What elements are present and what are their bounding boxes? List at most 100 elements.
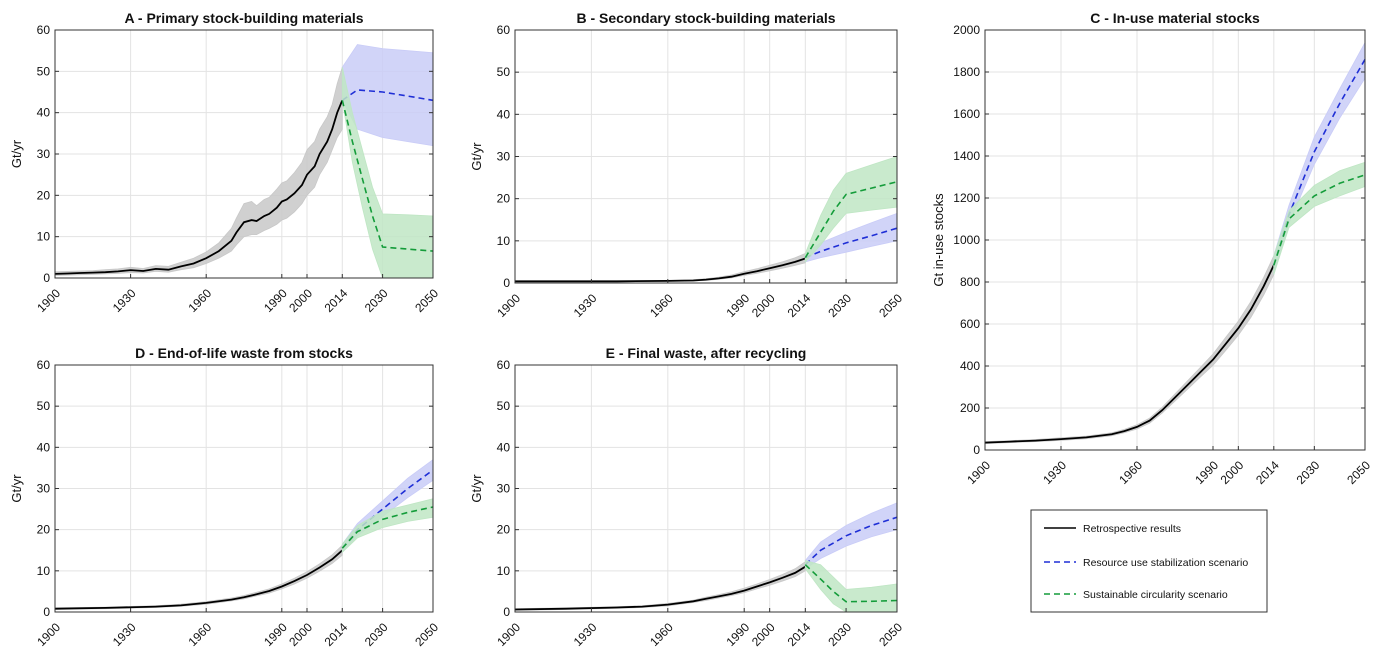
xtick-label: 2014	[785, 620, 814, 649]
xtick-label: 2050	[876, 620, 905, 649]
y-axis-label: Gt/yr	[469, 142, 484, 171]
xtick-label: 1990	[723, 620, 752, 649]
ytick-label: 600	[960, 317, 980, 331]
ytick-label: 50	[37, 64, 51, 78]
xtick-label: 1930	[571, 620, 600, 649]
panel-title: C - In-use material stocks	[1090, 10, 1260, 26]
panel-title: A - Primary stock-building materials	[124, 10, 363, 26]
ytick-label: 40	[497, 107, 511, 121]
xtick-label: 1900	[494, 291, 523, 320]
historical-line	[514, 565, 806, 611]
historical-band	[514, 561, 806, 611]
xtick-label: 2000	[286, 620, 315, 649]
historical-band	[54, 67, 343, 276]
ytick-label: 40	[37, 440, 51, 454]
y-axis-label: Gt/yr	[9, 139, 24, 168]
ytick-label: 20	[497, 192, 511, 206]
xtick-label: 2030	[1294, 458, 1323, 487]
ytick-label: 20	[497, 523, 511, 537]
xtick-label: 2000	[1218, 458, 1247, 487]
xtick-label: 1900	[34, 620, 63, 649]
xtick-label: 2000	[749, 620, 778, 649]
ytick-label: 60	[37, 23, 51, 37]
stabilization-line	[804, 227, 898, 259]
circularity-line	[341, 100, 434, 252]
xtick-label: 2050	[412, 620, 441, 649]
ytick-label: 20	[37, 523, 51, 537]
xtick-label: 1930	[110, 286, 139, 315]
historical-line	[515, 257, 806, 283]
xtick-label: 1990	[1192, 458, 1221, 487]
xtick-label: 1930	[571, 291, 600, 320]
xtick-label: 1900	[964, 458, 993, 487]
xtick-label: 1960	[1116, 458, 1145, 487]
xtick-label: 2014	[322, 286, 351, 315]
stabilization-band	[804, 502, 898, 570]
panel-c: 0 200 400 600 800 1000 1200 1400 1600 1800 2000 190…	[931, 10, 1373, 487]
ytick-label: 10	[497, 564, 511, 578]
ytick-label: 200	[960, 401, 980, 415]
xtick-label: 1900	[34, 286, 63, 315]
y-axis-label: Gt/yr	[9, 474, 24, 503]
ytick-label: 20	[37, 188, 51, 202]
historical-line	[54, 549, 343, 610]
ytick-label: 30	[497, 482, 511, 496]
ytick-label: 1400	[953, 149, 980, 163]
ytick-label: 0	[973, 443, 980, 457]
ytick-label: 1000	[953, 233, 980, 247]
xtick-label: 1960	[647, 291, 676, 320]
xtick-label: 1900	[494, 620, 523, 649]
xtick-label: 2030	[362, 286, 391, 315]
xtick-label: 2000	[749, 291, 778, 320]
ytick-label: 30	[497, 150, 511, 164]
ytick-label: 400	[960, 359, 980, 373]
ytick-label: 40	[497, 440, 511, 454]
xtick-label: 1990	[723, 291, 752, 320]
ytick-label: 60	[497, 358, 511, 372]
ytick-label: 1600	[953, 107, 980, 121]
circularity-line	[341, 506, 434, 549]
legend-box	[1030, 509, 1268, 613]
historical-line	[984, 264, 1275, 444]
xtick-label: 1930	[110, 620, 139, 649]
xtick-label: 2014	[322, 620, 351, 649]
panel-title: B - Secondary stock-building materials	[576, 10, 835, 26]
ytick-label: 10	[37, 564, 51, 578]
xtick-label: 2050	[876, 291, 905, 320]
xtick-label: 2030	[825, 620, 854, 649]
xtick-label: 1960	[185, 620, 214, 649]
xtick-label: 2050	[1344, 458, 1373, 487]
xtick-label: 2000	[286, 286, 315, 315]
xtick-label: 1960	[647, 620, 676, 649]
historical-band	[514, 252, 806, 283]
ytick-label: 60	[37, 358, 51, 372]
ytick-label: 30	[37, 147, 51, 161]
ytick-label: 40	[37, 106, 51, 120]
y-axis-label: Gt in-use stocks	[931, 193, 946, 287]
ytick-label: 50	[37, 399, 51, 413]
xtick-label: 1930	[1040, 458, 1069, 487]
xtick-label: 1990	[261, 620, 290, 649]
circularity-band	[804, 559, 898, 613]
y-axis-label: Gt/yr	[469, 474, 484, 503]
ytick-label: 10	[497, 234, 511, 248]
legend-label-circularity: Sustainable circularity scenario	[1083, 589, 1228, 601]
ytick-label: 800	[960, 275, 980, 289]
xtick-label: 1990	[261, 286, 290, 315]
panel-title: E - Final waste, after recycling	[606, 345, 807, 361]
circularity-line	[804, 181, 898, 259]
ytick-label: 50	[497, 399, 511, 413]
circularity-line	[804, 564, 898, 603]
ytick-label: 1800	[953, 65, 980, 79]
stabilization-line	[804, 516, 898, 566]
ytick-label: 1200	[953, 191, 980, 205]
ytick-label: 30	[37, 482, 51, 496]
xtick-label: 2014	[1253, 458, 1282, 487]
ytick-label: 0	[503, 276, 510, 290]
ytick-label: 0	[43, 605, 50, 619]
